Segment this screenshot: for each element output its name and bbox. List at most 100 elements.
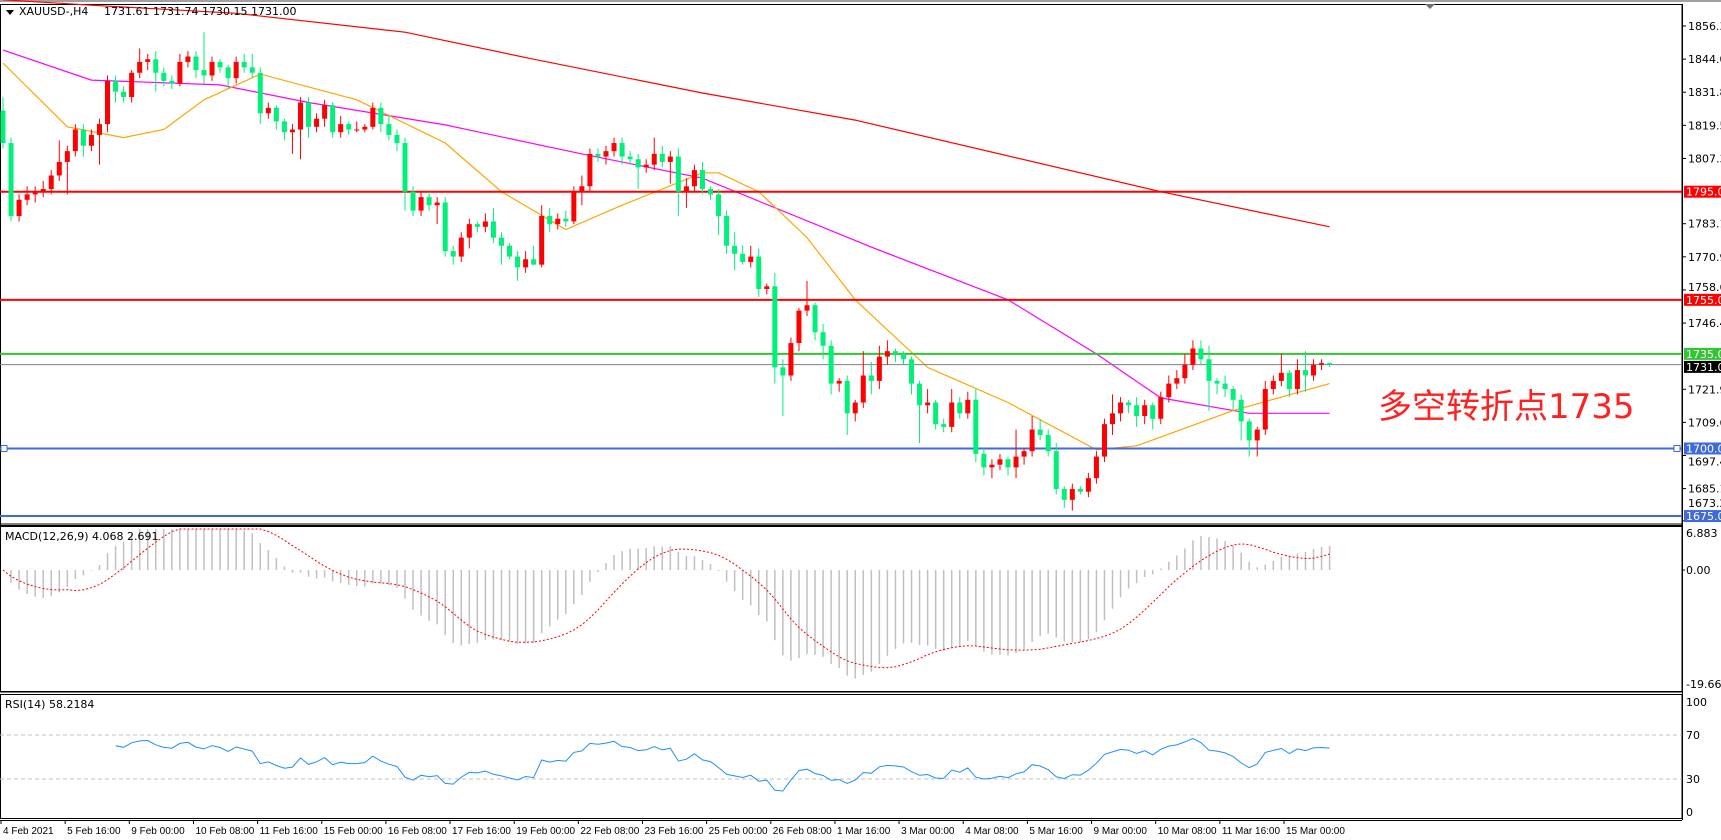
- time-tick-label: 22 Feb 08:00: [580, 826, 639, 837]
- time-tick-label: 1 Mar 16:00: [837, 826, 891, 837]
- candle-body: [466, 224, 472, 238]
- candle-body: [48, 175, 54, 189]
- candle: [105, 75, 111, 133]
- candle-body: [1206, 359, 1212, 381]
- candle-body: [370, 107, 376, 127]
- candle: [137, 48, 143, 79]
- candle: [611, 137, 617, 157]
- candle: [1222, 375, 1228, 398]
- candle-body: [362, 126, 368, 130]
- candle-body: [756, 256, 762, 290]
- symbol-title: XAUUSD-,H4: [19, 5, 88, 18]
- candle-body: [249, 67, 255, 73]
- candle-body: [434, 202, 440, 206]
- candle-body: [1126, 402, 1132, 406]
- candle-body: [137, 61, 143, 73]
- candle: [241, 53, 247, 73]
- candle-body: [482, 221, 488, 227]
- candle: [957, 397, 963, 419]
- candle-body: [338, 124, 344, 133]
- candle: [876, 345, 882, 390]
- candle-body: [386, 124, 392, 135]
- candle: [941, 418, 947, 433]
- candle: [201, 32, 207, 84]
- candle: [1037, 418, 1043, 441]
- candle-body: [675, 156, 681, 192]
- macd-tick-label: -19.669: [1686, 678, 1721, 691]
- candle: [667, 151, 673, 184]
- candle: [1246, 418, 1252, 457]
- price-level-tag: [1684, 185, 1721, 198]
- time-tick-label: 26 Feb 08:00: [773, 826, 832, 837]
- candle: [0, 97, 6, 149]
- candle-body: [683, 186, 689, 192]
- candle: [1206, 345, 1212, 411]
- candle-body: [1327, 363, 1333, 365]
- macd-panel[interactable]: MACD(12,26,9) 4.068 2.691: [2, 528, 1331, 679]
- candle: [1327, 362, 1333, 367]
- candle-body: [257, 72, 263, 114]
- candle-body: [306, 102, 312, 127]
- rsi-label: RSI(14) 58.2184: [5, 698, 94, 711]
- candle: [675, 148, 681, 217]
- candle: [442, 197, 448, 257]
- price-level-tag-label: 1735.00: [1686, 348, 1721, 361]
- price-tick-label: 1844.05: [1688, 53, 1721, 66]
- price-panel[interactable]: [0, 0, 1682, 518]
- candle: [1311, 359, 1317, 381]
- dropdown-triangle-icon[interactable]: [6, 10, 14, 15]
- price-tick-label: 1819.55: [1688, 119, 1721, 132]
- macd-tick-label: 6.883: [1686, 527, 1718, 540]
- rsi-panel[interactable]: RSI(14) 58.2184: [0, 698, 1682, 792]
- candle-body: [876, 356, 882, 381]
- candle-body: [297, 102, 303, 130]
- candle-body: [1262, 389, 1268, 430]
- candle-body: [1101, 424, 1107, 457]
- candle-body: [265, 107, 271, 114]
- candle: [370, 102, 376, 130]
- candle: [217, 59, 223, 73]
- price-tick-label: 1758.65: [1688, 281, 1721, 294]
- price-tick-label: 1721.90: [1688, 383, 1721, 396]
- candle: [635, 153, 641, 189]
- chart-shift-marker-icon[interactable]: [1425, 4, 1435, 9]
- candle: [273, 105, 279, 130]
- macd-tick-label: 0.00: [1686, 564, 1711, 577]
- candle: [651, 137, 657, 171]
- candle-body: [16, 199, 22, 217]
- candle: [740, 245, 746, 265]
- candle: [1118, 397, 1124, 422]
- candle-body: [595, 153, 601, 157]
- candle-body: [273, 107, 279, 122]
- candle: [24, 186, 30, 206]
- candle-body: [1270, 380, 1276, 390]
- time-tick-label: 4 Mar 08:00: [965, 826, 1019, 837]
- candle-body: [72, 129, 78, 152]
- annotation-text: 多空转折点1735: [1378, 387, 1635, 427]
- candle-body: [892, 351, 898, 354]
- candle: [161, 67, 167, 87]
- candle-body: [659, 153, 665, 162]
- candle-body: [643, 164, 649, 168]
- candle: [80, 124, 86, 157]
- time-tick-label: 16 Feb 08:00: [388, 826, 447, 837]
- candle: [539, 205, 545, 268]
- price-level-tag: [1684, 347, 1721, 360]
- candle: [732, 232, 738, 271]
- candle: [16, 194, 22, 222]
- candle-body: [579, 186, 585, 192]
- candle-body: [145, 59, 151, 62]
- candle-body: [748, 256, 754, 262]
- price-level-tag-label: 1700.00: [1686, 442, 1721, 455]
- candle-body: [418, 197, 424, 211]
- candle: [265, 102, 271, 119]
- candle: [434, 197, 440, 225]
- candle-body: [1302, 370, 1308, 376]
- candle-body: [732, 245, 738, 254]
- candle-body: [80, 129, 86, 146]
- price-tick-label: 1746.40: [1688, 317, 1721, 330]
- candle-body: [458, 237, 464, 257]
- candle-body: [56, 161, 62, 176]
- candle: [716, 188, 722, 235]
